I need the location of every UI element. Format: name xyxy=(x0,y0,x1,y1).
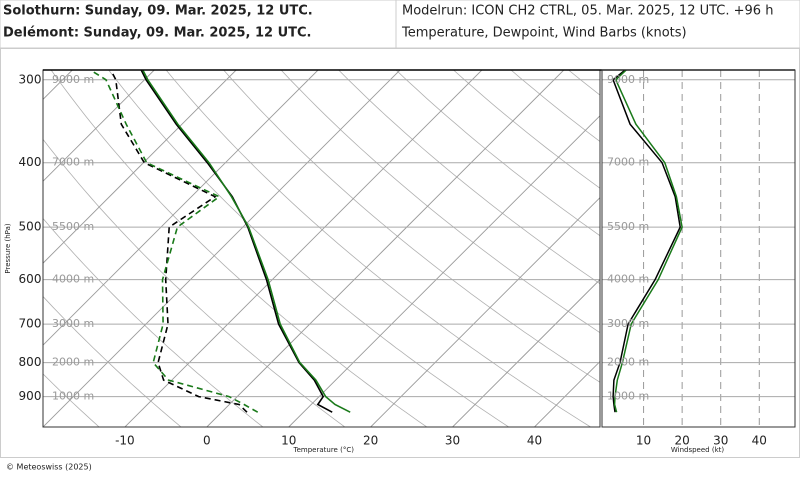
footer: © Meteoswiss (2025) xyxy=(6,463,92,472)
temperature-line xyxy=(142,70,351,413)
isotherm xyxy=(124,70,483,427)
x-tick-label: 20 xyxy=(363,434,378,448)
altitude-label: 9000 m xyxy=(52,73,94,86)
altitude-label: 5500 m xyxy=(607,220,649,233)
dry-adiabat xyxy=(280,70,600,334)
dry-adiabat xyxy=(43,138,346,427)
altitude-label: 3000 m xyxy=(52,317,94,330)
dry-adiabat xyxy=(684,70,800,427)
x-tick-label: 40 xyxy=(527,434,542,448)
x-tick-label: 30 xyxy=(713,434,728,448)
dry-adiabat xyxy=(50,70,428,427)
dry-adiabat xyxy=(626,70,800,427)
dry-adiabat xyxy=(223,70,600,383)
dry-adiabat xyxy=(395,70,600,237)
x-tick-label: 40 xyxy=(752,434,767,448)
dewpoint-line xyxy=(110,70,248,413)
dry-adiabat xyxy=(43,373,100,427)
x-tick-label: 10 xyxy=(281,434,296,448)
isotherm xyxy=(43,70,237,264)
wind-plot xyxy=(602,70,795,427)
altitude-label: 1000 m xyxy=(52,390,94,403)
dry-adiabat xyxy=(43,217,264,427)
x-tick-label: 30 xyxy=(445,434,460,448)
isotherm xyxy=(43,70,155,182)
isotherm xyxy=(43,70,401,427)
dry-adiabat xyxy=(510,70,600,143)
y-axis-title: Pressure (hPa) xyxy=(4,223,12,273)
dry-adiabat xyxy=(108,70,509,427)
isotherm xyxy=(452,278,600,427)
subtitle: Temperature, Dewpoint, Wind Barbs (knots… xyxy=(401,26,687,41)
altitude-label: 5500 m xyxy=(52,220,94,233)
y-tick-label: 300 xyxy=(19,72,42,86)
windspeed-line xyxy=(613,70,683,413)
altitude-label: 1000 m xyxy=(607,390,649,403)
dry-adiabat xyxy=(43,295,182,427)
model-run: Modelrun: ICON CH2 CTRL, 05. Mar. 2025, … xyxy=(402,4,773,19)
isotherm xyxy=(370,197,600,427)
windspeed-line xyxy=(612,70,681,413)
plot-frame xyxy=(601,69,796,428)
y-tick-label: 800 xyxy=(19,355,42,369)
altitude-label: 9000 m xyxy=(607,73,649,86)
dry-adiabat xyxy=(741,70,800,427)
isotherm xyxy=(288,115,600,427)
dry-adiabat xyxy=(453,70,600,189)
altitude-label: 7000 m xyxy=(52,156,94,169)
y-tick-label: 700 xyxy=(19,317,42,331)
temperature-line xyxy=(140,70,333,413)
x-axis-title: Windspeed (kt) xyxy=(671,446,724,454)
x-tick-label: 10 xyxy=(636,434,651,448)
altitude-label: 7000 m xyxy=(607,156,649,169)
isotherm xyxy=(206,70,565,427)
altitude-label: 2000 m xyxy=(52,356,94,369)
y-tick-label: 500 xyxy=(19,220,42,234)
x-tick-label: -10 xyxy=(115,434,135,448)
x-tick-label: 20 xyxy=(675,434,690,448)
skewt-plot xyxy=(43,70,800,427)
isotherm xyxy=(534,360,600,427)
dewpoint-line xyxy=(89,70,259,413)
isotherm xyxy=(43,70,319,346)
station-title: Solothurn: Sunday, 09. Mar. 2025, 12 UTC… xyxy=(3,4,313,19)
x-tick-label: 0 xyxy=(203,434,211,448)
altitude-label: 3000 m xyxy=(607,317,649,330)
y-tick-label: 600 xyxy=(19,272,42,286)
altitude-label: 4000 m xyxy=(607,273,649,286)
y-tick-label: 900 xyxy=(19,389,42,403)
dry-adiabat xyxy=(568,70,600,96)
station-title: Delémont: Sunday, 09. Mar. 2025, 12 UTC. xyxy=(3,26,311,41)
y-tick-label: 400 xyxy=(19,155,42,169)
dry-adiabat xyxy=(165,70,591,427)
altitude-label: 2000 m xyxy=(607,356,649,369)
axes: -10 0 10 20 30 40 300 400 500 600 700 800 900 9000 m 7… xyxy=(4,69,796,454)
dry-adiabat xyxy=(338,70,600,285)
altitude-label: 4000 m xyxy=(52,273,94,286)
x-axis-title: Temperature (°C) xyxy=(293,446,355,454)
